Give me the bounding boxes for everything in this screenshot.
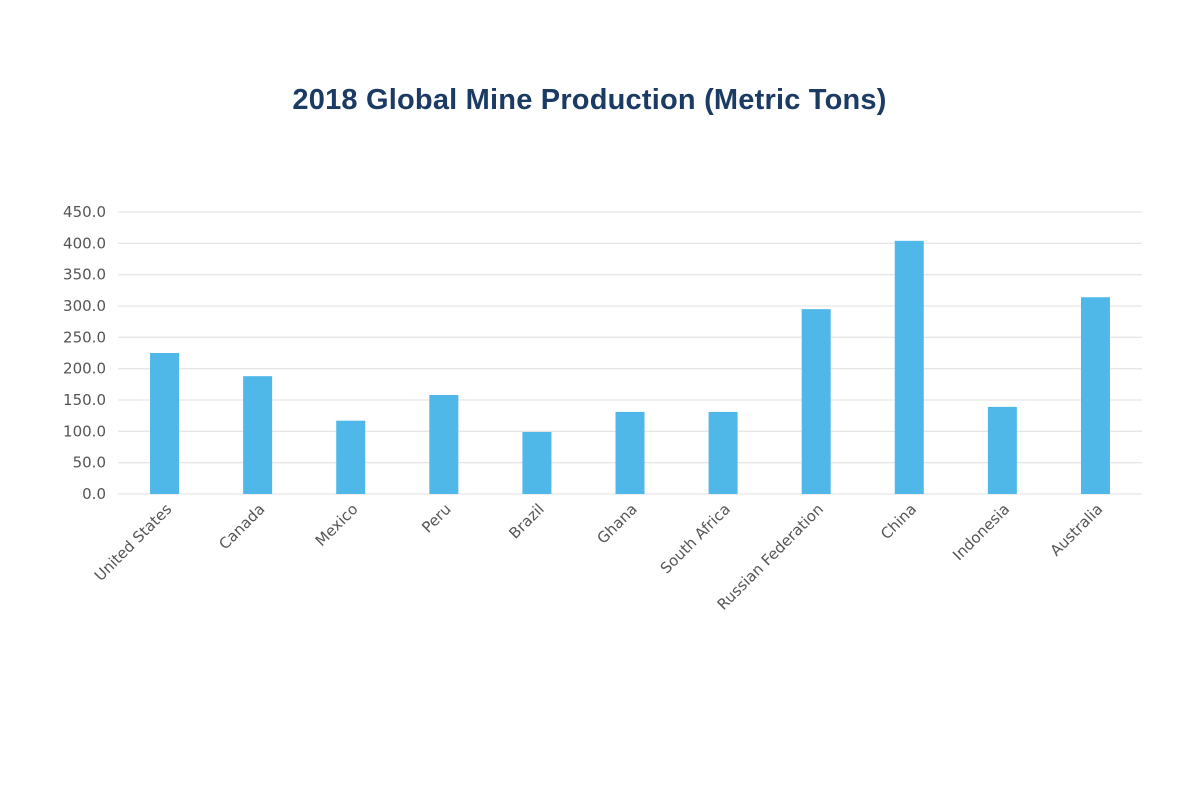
chart-title: 2018 Global Mine Production (Metric Tons… [292,84,887,116]
bar-brazil [522,431,552,494]
bar-united-states [150,353,180,494]
x-category-label: Mexico [312,500,362,550]
bar-south-africa [708,411,738,494]
bar-australia [1080,297,1110,494]
y-tick-label: 450.0 [63,203,106,221]
y-tick-label: 50.0 [73,454,106,472]
bar-ghana [615,411,645,494]
bar-mexico [336,420,366,494]
bar-canada [243,376,273,494]
bar-china [894,240,924,494]
bar-peru [429,394,459,494]
y-tick-label: 200.0 [63,360,106,378]
x-category-label: Canada [215,500,268,553]
bars [150,240,1110,494]
x-category-label: Brazil [505,500,547,542]
y-tick-label: 250.0 [63,328,106,346]
x-category-label: Peru [418,500,454,536]
y-tick-label: 0.0 [82,485,106,503]
x-axis-category-labels: United States Canada Mexico Peru Brazil Ghana… [91,500,1106,614]
x-category-label: China [877,500,920,543]
y-tick-label: 150.0 [63,391,106,409]
bar-russian-federation [801,309,831,494]
x-category-label: United States [91,500,176,585]
x-category-label: Australia [1047,500,1107,560]
x-category-label: Indonesia [949,500,1013,564]
y-axis-tick-labels: 0.0 50.0 100.0 150.0 200.0 250.0 300.0 350.0 400… [63,203,106,503]
y-tick-label: 300.0 [63,297,106,315]
x-category-label: South Africa [657,500,734,577]
y-tick-label: 100.0 [63,422,106,440]
y-tick-label: 400.0 [63,234,106,252]
x-category-label: Ghana [593,500,640,547]
x-category-label: Russian Federation [714,500,827,613]
y-tick-label: 350.0 [63,266,106,284]
bar-indonesia [987,406,1017,494]
